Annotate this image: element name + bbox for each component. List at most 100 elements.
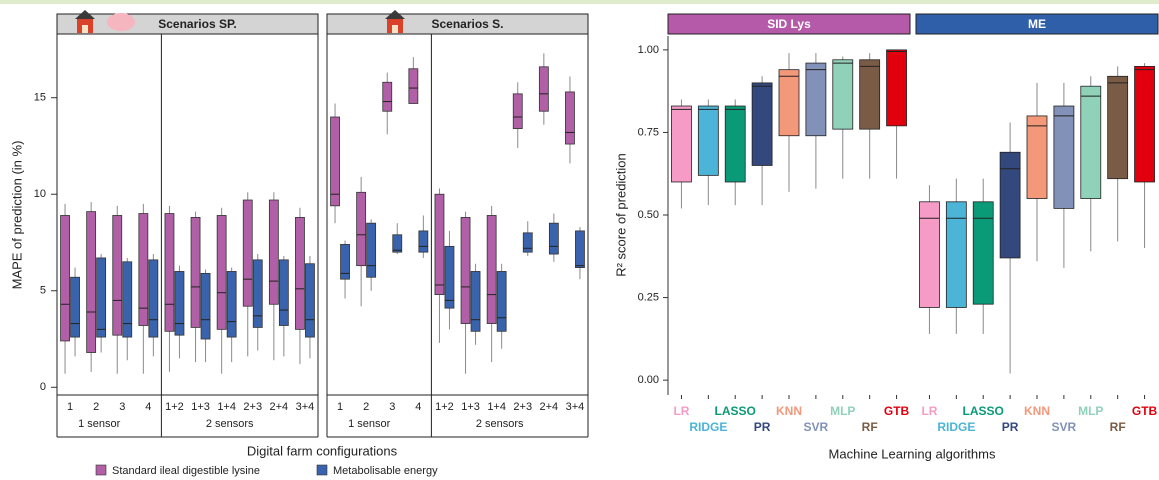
- box: [216, 215, 227, 330]
- plot-frame: [56, 33, 319, 396]
- x-tick-label: 3+4: [566, 401, 585, 413]
- x-tick-label: MLP: [830, 404, 855, 418]
- box: [382, 81, 393, 112]
- x-tick-label: 1+2: [165, 401, 184, 413]
- y-tick-label: 0.75: [638, 126, 659, 138]
- box: [859, 59, 881, 130]
- box: [226, 271, 237, 338]
- box: [96, 257, 107, 338]
- box: [112, 215, 123, 336]
- box: [70, 276, 80, 338]
- box: [886, 49, 907, 127]
- box: [340, 244, 350, 280]
- x-tick-label: GTB: [1132, 404, 1158, 418]
- x-tick-label: KNN: [776, 404, 802, 418]
- barn-door: [82, 25, 88, 33]
- box: [408, 68, 419, 104]
- box: [356, 191, 367, 267]
- x-tick-label: 1+4: [217, 401, 236, 413]
- box: [122, 261, 133, 338]
- facet-header: [667, 13, 911, 35]
- y-tick-label: 0.00: [638, 374, 659, 386]
- box: [242, 199, 253, 307]
- box: [418, 230, 429, 253]
- box: [548, 222, 559, 255]
- box: [138, 213, 149, 326]
- box: [392, 234, 403, 253]
- x-tick-label: 1+3: [191, 401, 210, 413]
- box: [805, 62, 827, 137]
- box: [575, 230, 585, 268]
- box: [945, 201, 967, 308]
- box: [512, 93, 523, 129]
- x-tick-label: LR: [673, 404, 689, 418]
- x-tick-label: RF: [1110, 420, 1126, 434]
- box: [330, 116, 340, 207]
- box: [164, 213, 175, 332]
- box: [999, 151, 1021, 259]
- x-axis-title: Machine Learning algorithms: [829, 446, 996, 461]
- x-tick-label: 2+3: [243, 401, 262, 413]
- group-label: 1 sensor: [78, 418, 121, 430]
- x-tick-label: 2: [363, 401, 369, 413]
- facet-title: Scenarios SP.: [158, 17, 237, 31]
- x-tick-label: SVR: [804, 420, 829, 434]
- facet-title: Scenarios S.: [431, 17, 503, 31]
- x-tick-label: 3: [119, 401, 125, 413]
- x-tick-label: SVR: [1052, 420, 1077, 434]
- box: [470, 271, 481, 332]
- box: [174, 271, 185, 336]
- x-tick-label: GTB: [884, 404, 910, 418]
- x-tick-label: RF: [862, 420, 878, 434]
- x-tick-label: LR: [921, 404, 937, 418]
- box: [86, 211, 97, 353]
- box: [268, 199, 279, 305]
- x-tick-label: LASSO: [963, 404, 1004, 418]
- y-tick-label: 0.50: [638, 209, 659, 221]
- box: [1134, 65, 1155, 183]
- box: [1080, 85, 1102, 199]
- x-tick-label: PR: [754, 420, 771, 434]
- box: [919, 201, 940, 308]
- top-band: [0, 0, 1159, 4]
- x-tick-label: 2+4: [270, 401, 289, 413]
- x-tick-label: MLP: [1078, 404, 1103, 418]
- y-axis-title: R² score of prediction: [613, 153, 628, 277]
- facet-header: [915, 13, 1159, 35]
- box: [486, 215, 497, 324]
- box: [697, 105, 719, 176]
- box: [200, 272, 211, 340]
- x-tick-label: 1: [337, 401, 343, 413]
- y-axis-title: MAPE of prediction (in %): [9, 141, 24, 290]
- barn-roof: [75, 10, 95, 19]
- x-tick-label: 4: [415, 401, 421, 413]
- y-tick-label: 15: [34, 92, 46, 104]
- box: [60, 215, 70, 342]
- box: [522, 232, 533, 253]
- box: [295, 216, 305, 330]
- plot-frame: [326, 33, 589, 396]
- box: [366, 222, 377, 278]
- box: [305, 263, 315, 338]
- box: [496, 271, 507, 332]
- x-tick-label: RIDGE: [937, 420, 975, 434]
- box: [972, 201, 994, 305]
- box: [252, 259, 263, 328]
- legend-label: Metabolisable energy: [333, 465, 438, 477]
- x-tick-label: 2: [93, 401, 99, 413]
- x-tick-label: 1+2: [435, 401, 454, 413]
- group-label: 2 sensors: [206, 418, 254, 430]
- box: [778, 69, 800, 137]
- x-tick-label: 3+4: [296, 401, 315, 413]
- box: [278, 259, 289, 326]
- x-tick-label: 4: [145, 401, 151, 413]
- legend-swatch: [95, 464, 107, 476]
- group-label: 1 sensor: [348, 418, 391, 430]
- box: [832, 59, 854, 130]
- y-tick-label: 0.25: [638, 291, 659, 303]
- box: [444, 245, 455, 309]
- x-tick-label: PR: [1002, 420, 1019, 434]
- legend-label: Standard ileal digestible lysine: [112, 465, 260, 477]
